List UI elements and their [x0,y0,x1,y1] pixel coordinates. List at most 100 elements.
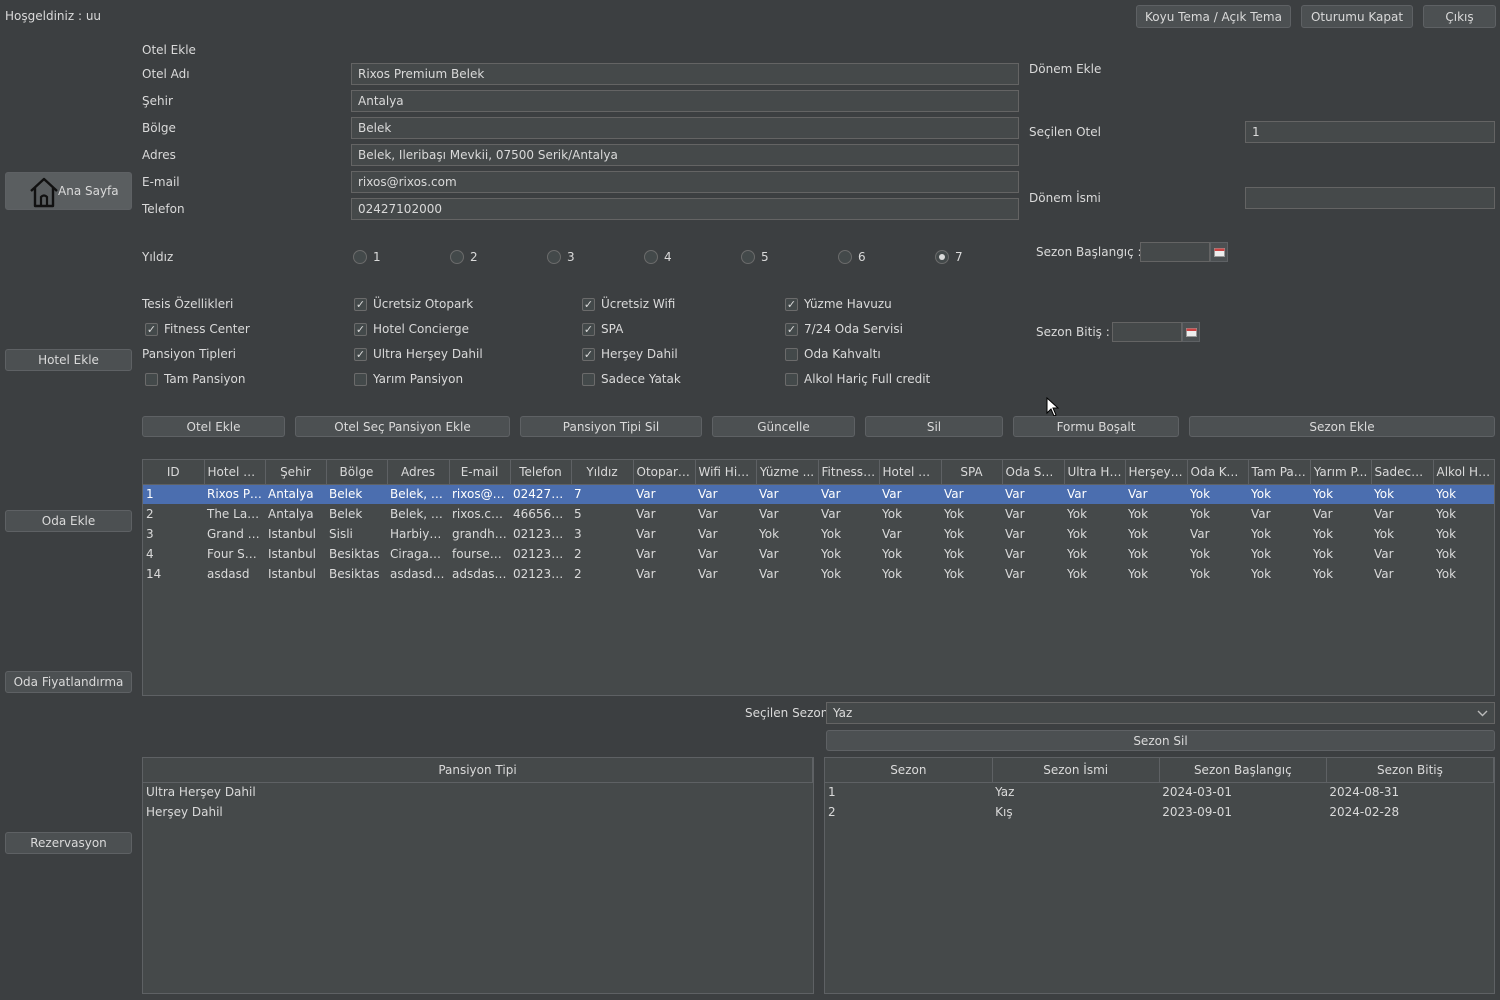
pension-checkbox-0[interactable]: ✓ Ultra Herşey Dahil [354,347,483,361]
period-name-input[interactable] [1245,187,1495,209]
form-section-title: Otel Ekle [142,43,196,57]
facilitie-checkbox-6[interactable]: ✓ 7/24 Oda Servisi [785,322,903,336]
column-header[interactable]: Oda Kah... [1187,460,1249,485]
pension-checkbox-1[interactable]: ✓ Herşey Dahil [582,347,678,361]
column-header[interactable]: Hotel Co... [879,460,942,485]
season-end-input[interactable] [1112,322,1182,342]
facilitie-checkbox-3[interactable]: ✓ Fitness Center [145,322,250,336]
table-cell: Var [1190,527,1210,541]
table-cell: Var [698,567,718,581]
star-radio-6[interactable]: 6 [838,250,866,264]
column-header[interactable]: Ultra He... [1064,460,1126,485]
column-header[interactable]: Otopark ... [633,460,696,485]
column-header[interactable]: Tam Pan... [1248,460,1311,485]
pension-checkbox-2[interactable]: Oda Kahvaltı [785,347,881,361]
checkbox-checked-icon: ✓ [145,322,158,336]
hotel-table[interactable]: ID Hotel Adı Şehir Bölge Adres E-mail Telefon Y… [142,459,1495,696]
star-radio-1[interactable]: 1 [353,250,381,264]
column-header[interactable]: E-mail [449,460,511,485]
star-radio-3[interactable]: 3 [547,250,575,264]
star-radio-7[interactable]: 7 [935,250,963,264]
season-end-calendar-button[interactable] [1182,322,1200,342]
facilitie-checkbox-1[interactable]: ✓ Ücretsiz Wifi [582,297,675,311]
table-row[interactable]: 4 Four Sea... Istanbul Besiktas Ciragan ... f… [143,544,1494,564]
facilitie-checkbox-2[interactable]: ✓ Yüzme Havuzu [785,297,892,311]
pension-checkbox-4[interactable]: Yarım Pansiyon [354,372,463,386]
star-radio-5[interactable]: 5 [741,250,769,264]
table-row[interactable]: 1 Yaz 2024-03-01 2024-08-31 [825,782,1494,802]
table-cell: Var [1005,527,1025,541]
table-row[interactable]: 3 Grand H... Istanbul Sisli Harbiye ... grand… [143,524,1494,544]
table-cell: Var [1064,484,1125,504]
column-header[interactable]: Sezon [825,758,993,783]
logout-button[interactable]: Oturumu Kapat [1301,5,1413,28]
email-input[interactable] [351,171,1019,193]
column-header[interactable]: Oda Serv... [1002,460,1065,485]
facilitie-checkbox-4[interactable]: ✓ Hotel Concierge [354,322,469,336]
table-cell: rixos.com [452,507,510,521]
season-start-calendar-button[interactable] [1210,242,1228,262]
column-header[interactable]: Pansiyon Tipi [143,758,813,783]
home-button[interactable]: Ana Sayfa [5,172,132,210]
table-cell: Yok [944,547,965,561]
exit-button[interactable]: Çıkış [1423,5,1496,28]
column-header[interactable]: Yüzme ... [756,460,819,485]
table-row[interactable]: 2 The Lan...Antalya Belek Belek, Ile...rixo… [143,504,1494,524]
column-header[interactable]: Şehir [265,460,327,485]
address-input[interactable] [351,144,1019,166]
facilitie-checkbox-5[interactable]: ✓ SPA [582,322,623,336]
column-header[interactable]: Telefon [510,460,572,485]
add-season-button[interactable]: Sezon Ekle [1189,416,1495,437]
column-header[interactable]: Wifi Hiz... [695,460,757,485]
add-hotel-button[interactable]: Otel Ekle [142,416,285,437]
region-input[interactable] [351,117,1019,139]
pension-checkbox-5[interactable]: Sadece Yatak [582,372,681,386]
column-header[interactable]: Adres [387,460,450,485]
pension-checkbox-6[interactable]: Alkol Hariç Full credit [785,372,930,386]
column-header[interactable]: Yıldız [571,460,634,485]
column-header[interactable]: Sadece Y... [1371,460,1434,485]
table-cell: Yok [1433,484,1494,504]
star-radio-2[interactable]: 2 [450,250,478,264]
delete-button[interactable]: Sil [865,416,1003,437]
sidebar-item-room-pricing[interactable]: Oda Fiyatlandırma [5,671,132,693]
table-row[interactable]: Herşey Dahil [143,802,813,822]
delete-season-button[interactable]: Sezon Sil [826,730,1495,751]
pension-table[interactable]: Pansiyon Tipi Ultra Herşey Dahil Herşey D… [142,757,814,994]
sidebar-item-reservation[interactable]: Rezervasyon [5,832,132,854]
clear-form-button[interactable]: Formu Boşalt [1013,416,1179,437]
phone-input[interactable] [351,198,1019,220]
column-header[interactable]: Bölge [326,460,388,485]
delete-pension-button[interactable]: Pansiyon Tipi Sil [520,416,702,437]
checkbox-label: Fitness Center [164,322,250,336]
column-header[interactable]: SPA [941,460,1003,485]
column-header[interactable]: Fitness ... [818,460,880,485]
column-header[interactable]: Herşey D... [1125,460,1188,485]
update-button[interactable]: Güncelle [712,416,855,437]
pension-checkbox-3[interactable]: Tam Pansiyon [145,372,246,386]
sidebar-item-room-add[interactable]: Oda Ekle [5,510,132,532]
column-header[interactable]: Hotel Adı [204,460,266,485]
season-select[interactable]: Yaz [826,702,1495,724]
season-table[interactable]: Sezon Sezon İsmi Sezon Başlangıç Sezon Biti… [824,757,1495,994]
column-header[interactable]: Yarım P... [1310,460,1372,485]
table-row[interactable]: 14 asdasd Istanbul Besiktas asdasdasd adsdasa… [143,564,1494,584]
table-cell: 14 [146,567,162,581]
column-header[interactable]: Alkol Ha... [1433,460,1494,485]
theme-toggle-button[interactable]: Koyu Tema / Açık Tema [1136,5,1291,28]
hotel-name-input[interactable] [351,63,1019,85]
season-start-input[interactable] [1140,242,1210,262]
table-row[interactable]: Ultra Herşey Dahil [143,782,813,802]
column-header[interactable]: Sezon Başlangıç [1159,758,1327,783]
selected-hotel-input[interactable] [1245,121,1495,143]
column-header[interactable]: ID [143,460,205,485]
star-radio-4[interactable]: 4 [644,250,672,264]
column-header[interactable]: Sezon İsmi [992,758,1160,783]
facilitie-checkbox-0[interactable]: ✓ Ücretsiz Otopark [354,297,473,311]
sidebar-item-hotel-add[interactable]: Hotel Ekle [5,349,132,371]
city-input[interactable] [351,90,1019,112]
select-add-pension-button[interactable]: Otel Seç Pansiyon Ekle [295,416,510,437]
column-header[interactable]: Sezon Bitiş [1326,758,1494,783]
table-row[interactable]: 2 Kış 2023-09-01 2024-02-28 [825,802,1494,822]
